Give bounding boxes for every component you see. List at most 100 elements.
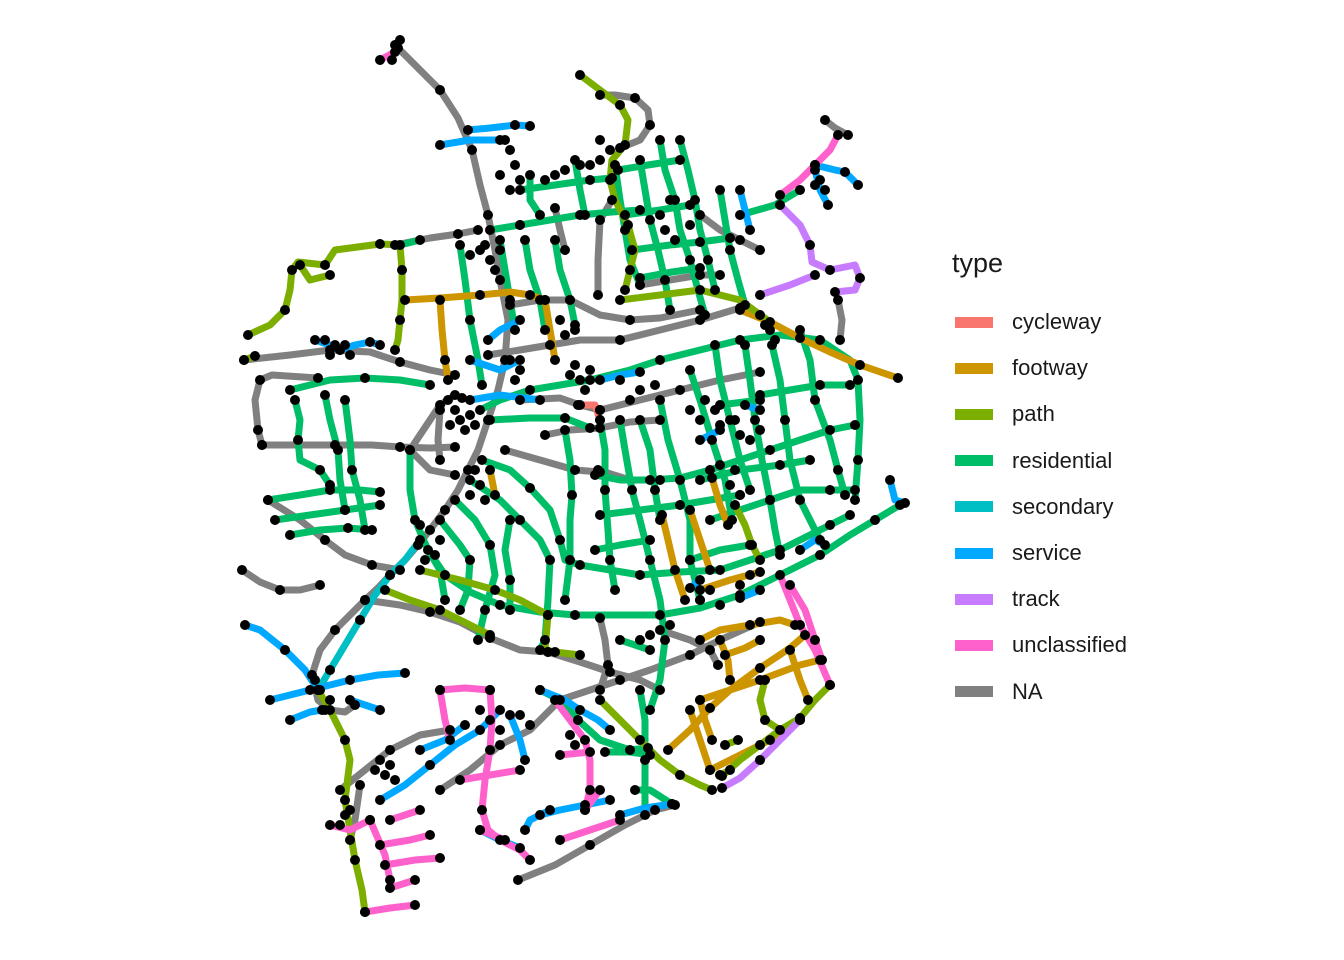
node-point [810, 180, 820, 190]
node-point [733, 735, 743, 745]
node-point [310, 335, 320, 345]
road-na-line [596, 91, 654, 152]
node-point [550, 355, 560, 365]
node-point [635, 367, 645, 377]
node-point [513, 875, 523, 885]
node-point [565, 295, 575, 305]
road-residential-line [551, 236, 579, 329]
node-point [550, 695, 560, 705]
node-point [425, 607, 435, 617]
node-point [293, 435, 303, 445]
node-point [360, 595, 370, 605]
node-point [870, 515, 880, 525]
node-point [795, 620, 805, 630]
node-point [760, 675, 770, 685]
node-point [893, 373, 903, 383]
node-point [605, 795, 615, 805]
node-point [510, 375, 520, 385]
node-point [545, 340, 555, 350]
node-point [855, 360, 865, 370]
node-point [375, 239, 385, 249]
road-na-line [551, 204, 569, 254]
node-point [360, 525, 370, 535]
node-point [515, 843, 525, 853]
road-service-line [436, 136, 504, 149]
node-point [550, 203, 560, 213]
node-point [817, 655, 827, 665]
node-point [477, 805, 487, 815]
node-point [630, 785, 640, 795]
legend-key-footway [955, 362, 993, 374]
node-point [463, 465, 473, 475]
node-point [755, 585, 765, 595]
node-point [465, 555, 475, 565]
node-point [520, 235, 530, 245]
node-point [755, 395, 765, 405]
road-residential-line [636, 156, 674, 314]
node-point [320, 705, 330, 715]
node-point [833, 465, 843, 475]
node-point [535, 395, 545, 405]
node-point [385, 883, 395, 893]
road-residential-line [636, 264, 704, 282]
road-footway-line [686, 706, 714, 774]
node-point [400, 295, 410, 305]
node-point [705, 465, 715, 475]
node-point [465, 490, 475, 500]
node-point [825, 485, 835, 495]
node-point [740, 340, 750, 350]
node-point [707, 473, 717, 483]
node-point [370, 765, 380, 775]
node-point [483, 335, 493, 345]
node-point [585, 375, 595, 385]
node-point [467, 145, 477, 155]
node-point [310, 675, 320, 685]
node-point [717, 783, 727, 793]
node-point [400, 668, 410, 678]
node-point [705, 765, 715, 775]
node-point [605, 145, 615, 155]
road-residential-line [628, 234, 734, 254]
road-service-line [286, 706, 326, 724]
node-point [320, 335, 330, 345]
node-point [315, 465, 325, 475]
node-point [495, 235, 505, 245]
node-point [385, 875, 395, 885]
node-point [665, 195, 675, 205]
node-point [580, 385, 590, 395]
node-point [425, 760, 435, 770]
node-point [755, 635, 765, 645]
node-point [470, 465, 480, 475]
node-point [795, 325, 805, 335]
node-point [490, 585, 500, 595]
node-point [760, 715, 770, 725]
node-point [710, 340, 720, 350]
legend-label-na: NA [1012, 678, 1043, 704]
road-na-line [406, 391, 459, 479]
road-residential-line [686, 541, 754, 564]
node-point [390, 345, 400, 355]
node-points-layer [237, 35, 910, 917]
node-point [430, 550, 440, 560]
node-point [730, 415, 740, 425]
node-point [735, 490, 745, 500]
node-point [560, 245, 570, 255]
node-point [510, 120, 520, 130]
node-point [340, 340, 350, 350]
road-residential-line [486, 414, 594, 432]
road-footway-line [401, 288, 549, 304]
node-point [485, 540, 495, 550]
node-point [410, 875, 420, 885]
node-point [515, 185, 525, 195]
node-point [795, 715, 805, 725]
node-point [725, 765, 735, 775]
node-point [835, 335, 845, 345]
node-point [853, 180, 863, 190]
node-point [713, 660, 723, 670]
node-point [395, 565, 405, 575]
node-point [565, 555, 575, 565]
node-point [695, 635, 705, 645]
node-point [635, 385, 645, 395]
node-point [443, 375, 453, 385]
node-point [675, 500, 685, 510]
